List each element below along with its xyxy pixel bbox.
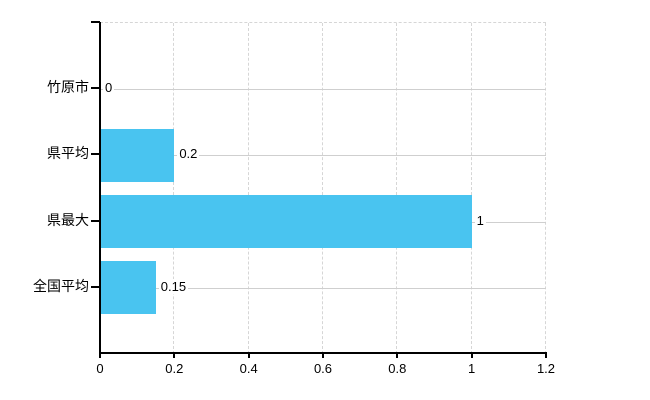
x-tick-label: 1.2 <box>536 361 556 376</box>
y-axis-tick <box>91 153 100 155</box>
y-axis-tick <box>91 220 100 222</box>
plot-area <box>100 22 546 354</box>
x-tick-label: 0.4 <box>239 361 258 376</box>
y-axis-tick <box>91 87 100 89</box>
row-gridline <box>100 155 546 156</box>
vertical-gridline <box>322 23 323 354</box>
category-label: 県最大 <box>47 212 89 228</box>
x-axis-tick <box>173 354 176 358</box>
y-axis-top-tick <box>91 21 100 23</box>
x-axis-line <box>99 352 547 354</box>
y-axis-line <box>99 22 101 353</box>
x-tick-label: 0 <box>96 361 104 376</box>
vertical-gridline <box>470 23 472 354</box>
vertical-gridline <box>545 23 546 354</box>
vertical-gridline <box>247 23 249 354</box>
bar <box>101 129 174 182</box>
bar <box>101 261 156 314</box>
bar-value-label: 0.15 <box>158 279 189 294</box>
category-label: 県平均 <box>47 145 89 161</box>
x-tick-label: 0.2 <box>165 361 184 376</box>
vertical-gridline <box>396 23 398 354</box>
x-axis-tick <box>99 354 101 358</box>
x-tick-label: 0.8 <box>388 361 407 376</box>
row-gridline <box>100 89 546 90</box>
x-axis-tick <box>545 354 547 358</box>
vertical-gridline <box>173 23 175 354</box>
y-axis-tick <box>91 286 100 288</box>
row-gridline <box>100 288 546 289</box>
category-label: 全国平均 <box>33 278 89 294</box>
x-tick-label: 1 <box>468 361 476 376</box>
x-axis-tick <box>396 354 399 358</box>
bar-value-label: 0 <box>103 80 115 95</box>
category-label: 竹原市 <box>47 79 89 95</box>
bar <box>101 195 472 248</box>
x-tick-label: 0.6 <box>313 361 333 376</box>
x-axis-tick <box>322 354 324 358</box>
x-axis-tick <box>247 354 250 358</box>
x-axis-tick <box>470 354 473 358</box>
bar-value-label: 0.2 <box>177 146 200 161</box>
bar-value-label: 1 <box>474 213 486 228</box>
